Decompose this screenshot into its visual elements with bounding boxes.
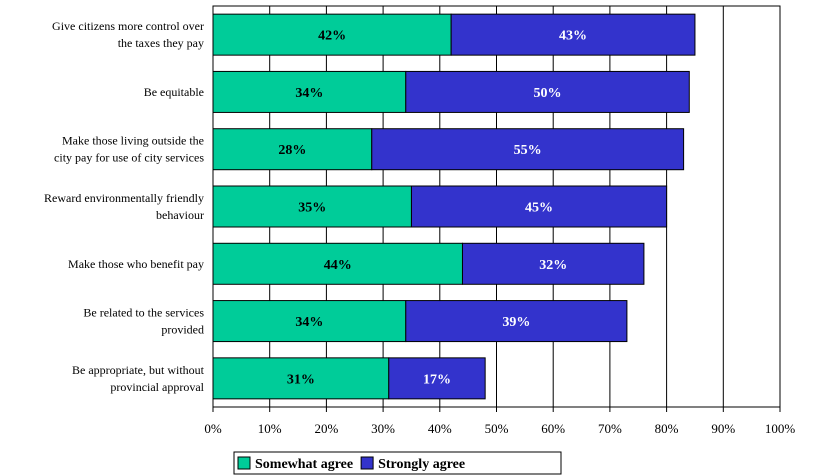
bar-segment xyxy=(410,185,668,228)
bar-segment xyxy=(461,242,645,285)
data-label: 31% xyxy=(287,372,315,387)
bar-segment xyxy=(212,185,412,228)
data-label: 45% xyxy=(525,201,553,216)
legend-label: Somewhat agree xyxy=(255,457,353,472)
category-label: Reward environmentally friendly behaviour xyxy=(44,191,204,222)
category-labels: Give citizens more control over the taxes… xyxy=(44,19,205,394)
data-label: 50% xyxy=(534,86,562,101)
data-label: 34% xyxy=(295,86,323,101)
data-label: 32% xyxy=(539,258,567,273)
bar-segment xyxy=(212,13,452,56)
data-label: 28% xyxy=(278,143,306,158)
legend-box xyxy=(233,451,562,475)
bar-segment xyxy=(212,357,390,400)
category-label: Be related to the services provided xyxy=(83,306,204,337)
bar-segment xyxy=(405,300,628,343)
legend-swatch xyxy=(237,456,251,470)
bar-segment xyxy=(405,70,690,113)
bar-segment xyxy=(450,13,696,56)
data-label: 35% xyxy=(298,201,326,216)
x-tick-label: 100% xyxy=(765,421,796,436)
data-label: 17% xyxy=(423,372,451,387)
bar-segment xyxy=(371,128,685,171)
data-label: 34% xyxy=(295,315,323,330)
bars: 42% 43% 34% 50% 28% 55% 35% 45% 44% 32% 34% 39% 31% 1… xyxy=(212,13,696,400)
x-tick-label: 40% xyxy=(428,421,452,436)
legend-swatch xyxy=(360,456,374,470)
category-label: Give citizens more control over the taxes… xyxy=(52,19,204,50)
data-label: 55% xyxy=(514,143,542,158)
x-tick-label: 90% xyxy=(711,421,735,436)
x-tick-label: 30% xyxy=(371,421,395,436)
data-label: 39% xyxy=(502,315,530,330)
x-tick-label: 20% xyxy=(314,421,338,436)
legend-label: Strongly agree xyxy=(378,457,465,472)
data-label: 42% xyxy=(318,29,346,44)
x-tick-label: 70% xyxy=(598,421,622,436)
x-tick-label: 80% xyxy=(655,421,679,436)
x-tick-label: 60% xyxy=(541,421,565,436)
x-axis-ticks: 0% 10% 20% 30% 40% 50% 60% 70% 80% 90% 100% xyxy=(204,407,795,436)
x-tick-label: 10% xyxy=(258,421,282,436)
bar-segment xyxy=(212,128,373,171)
bar-segment xyxy=(212,300,407,343)
data-label: 43% xyxy=(559,29,587,44)
bar-segment xyxy=(388,357,486,400)
data-label: 44% xyxy=(324,258,352,273)
legend: Somewhat agree Strongly agree xyxy=(233,451,562,475)
category-label: Be appropriate, but without provincial ap… xyxy=(72,363,205,394)
x-tick-label: 50% xyxy=(485,421,509,436)
category-label: Be equitable xyxy=(144,85,204,99)
x-tick-label: 0% xyxy=(204,421,222,436)
category-label: Make those who benefit pay xyxy=(68,257,204,271)
category-label: Make those living outside the city pay fo… xyxy=(54,134,204,165)
